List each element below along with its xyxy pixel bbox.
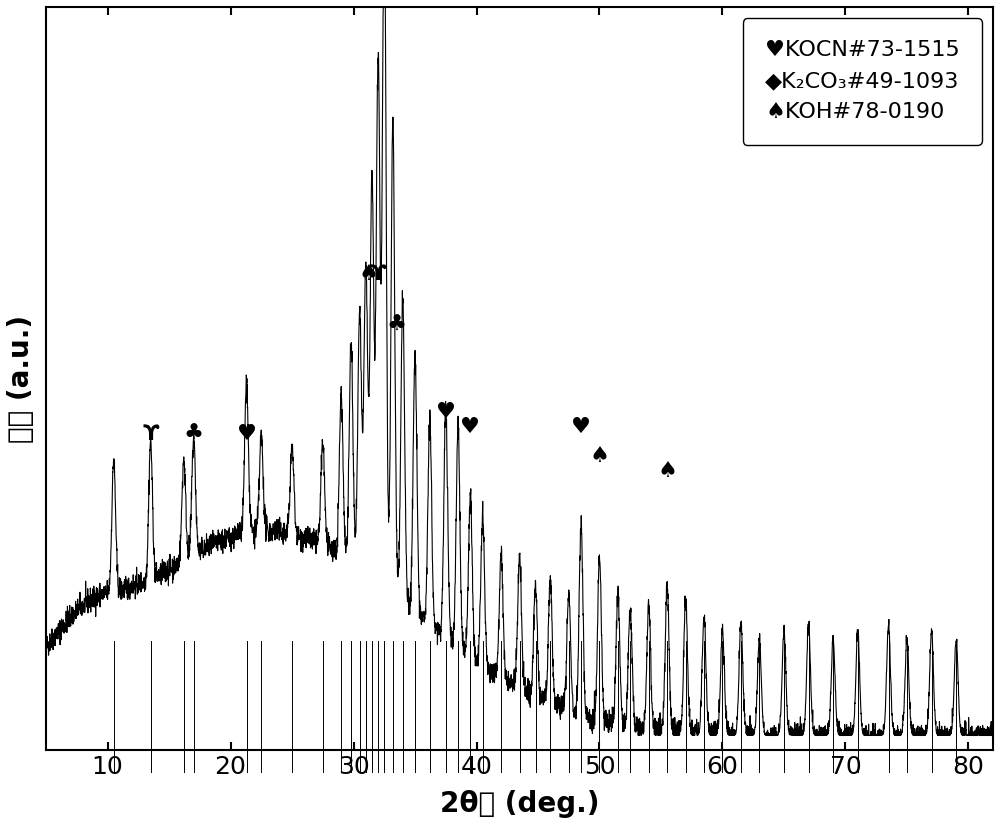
Legend: ♥KOCN#73-1515, ◆K₂CO₃#49-1093, ♠KOH#78-0190: ♥KOCN#73-1515, ◆K₂CO₃#49-1093, ♠KOH#78-0… bbox=[743, 18, 982, 144]
X-axis label: 2θ角 (deg.): 2θ角 (deg.) bbox=[440, 790, 599, 818]
Text: ♠: ♠ bbox=[657, 460, 677, 480]
Text: ♣: ♣ bbox=[387, 315, 407, 335]
Text: ϒ: ϒ bbox=[370, 264, 386, 284]
Text: ϒ: ϒ bbox=[142, 424, 159, 444]
Text: ♠: ♠ bbox=[358, 264, 378, 284]
Text: ♥: ♥ bbox=[237, 424, 257, 444]
Text: ♠: ♠ bbox=[589, 446, 609, 466]
Text: ♥: ♥ bbox=[571, 417, 591, 436]
Text: ♥: ♥ bbox=[460, 417, 480, 436]
Text: ♣: ♣ bbox=[184, 424, 204, 444]
Text: ♥: ♥ bbox=[436, 403, 456, 422]
Y-axis label: 强度 (a.u.): 强度 (a.u.) bbox=[7, 314, 35, 442]
